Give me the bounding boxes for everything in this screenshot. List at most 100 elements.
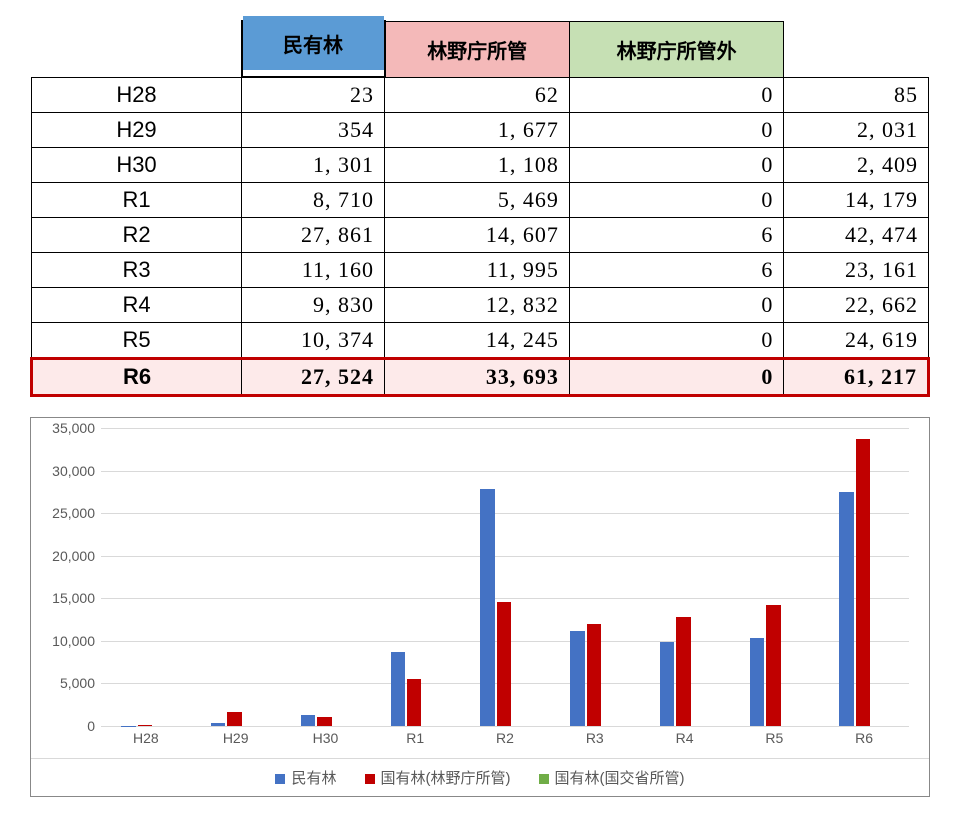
bar (138, 725, 152, 726)
bar (839, 492, 853, 726)
x-tick-label: H30 (313, 730, 339, 746)
bar (480, 489, 494, 726)
cell-c1: 23 (242, 77, 385, 113)
y-tick-label: 30,000 (52, 463, 101, 479)
cell-c1: 27, 524 (242, 359, 385, 396)
legend-item: 国有林(国交省所管) (539, 767, 685, 788)
x-tick-label: R6 (855, 730, 873, 746)
legend-item: 民有林 (275, 767, 336, 788)
cell-c4: 14, 179 (784, 183, 929, 218)
y-tick-label: 20,000 (52, 548, 101, 564)
bar (856, 439, 870, 726)
cell-c4: 22, 662 (784, 288, 929, 323)
gridline (101, 471, 909, 472)
cell-c4: 2, 409 (784, 148, 929, 183)
table-row: R227, 86114, 607642, 474 (32, 218, 929, 253)
x-tick-label: R3 (586, 730, 604, 746)
bar (407, 679, 421, 726)
cell-c1: 8, 710 (242, 183, 385, 218)
gridline (101, 428, 909, 429)
legend-label: 国有林(国交省所管) (555, 770, 685, 787)
cell-c4: 61, 217 (784, 359, 929, 396)
bar (211, 723, 225, 726)
bar (750, 638, 764, 726)
header-col1: 民有林 (242, 15, 385, 71)
cell-c2: 14, 245 (385, 323, 570, 359)
y-tick-label: 35,000 (52, 420, 101, 436)
table-row: H282362085 (32, 77, 929, 113)
cell-c2: 11, 995 (385, 253, 570, 288)
cell-c3: 0 (569, 113, 784, 148)
cell-c4: 24, 619 (784, 323, 929, 359)
bar (317, 717, 331, 726)
cell-c1: 11, 160 (242, 253, 385, 288)
cell-c2: 1, 677 (385, 113, 570, 148)
header-blank (32, 21, 242, 77)
bar (301, 715, 315, 726)
legend-item: 国有林(林野庁所管) (365, 767, 511, 788)
gridline (101, 556, 909, 557)
table-row: H301, 3011, 10802, 409 (32, 148, 929, 183)
bar (587, 624, 601, 726)
bar (227, 712, 241, 726)
x-tick-label: R2 (496, 730, 514, 746)
legend-label: 民有林 (291, 770, 336, 787)
table-row: R311, 16011, 995623, 161 (32, 253, 929, 288)
y-tick-label: 25,000 (52, 505, 101, 521)
row-label: H30 (32, 148, 242, 183)
y-tick-label: 10,000 (52, 633, 101, 649)
bar (660, 642, 674, 726)
bar (570, 631, 584, 726)
y-tick-label: 0 (87, 718, 101, 734)
legend-label: 国有林(林野庁所管) (381, 770, 511, 787)
row-label: R5 (32, 323, 242, 359)
cell-c2: 14, 607 (385, 218, 570, 253)
table-header-row: 民有林 林野庁所管 林野庁所管外 (32, 21, 929, 77)
cell-c3: 0 (569, 183, 784, 218)
y-tick-label: 15,000 (52, 590, 101, 606)
bar-chart: 05,00010,00015,00020,00025,00030,00035,0… (30, 417, 930, 797)
bar (766, 605, 780, 726)
table-row: H293541, 67702, 031 (32, 113, 929, 148)
row-label: R6 (32, 359, 242, 396)
bar (497, 602, 511, 726)
row-label: R1 (32, 183, 242, 218)
table-row: R627, 52433, 693061, 217 (32, 359, 929, 396)
x-tick-label: R1 (406, 730, 424, 746)
table-row: R510, 37414, 245024, 619 (32, 323, 929, 359)
cell-c3: 0 (569, 77, 784, 113)
cell-c1: 9, 830 (242, 288, 385, 323)
data-table-container: 民有林 林野庁所管 林野庁所管外 H282362085H293541, 6770… (20, 20, 940, 397)
cell-c3: 0 (569, 323, 784, 359)
cell-c1: 354 (242, 113, 385, 148)
cell-c3: 0 (569, 359, 784, 396)
cell-c4: 42, 474 (784, 218, 929, 253)
gridline (101, 726, 909, 727)
row-label: H29 (32, 113, 242, 148)
gridline (101, 598, 909, 599)
cell-c2: 5, 469 (385, 183, 570, 218)
cell-c1: 1, 301 (242, 148, 385, 183)
cell-c3: 0 (569, 288, 784, 323)
cell-c2: 62 (385, 77, 570, 113)
cell-c2: 12, 832 (385, 288, 570, 323)
x-axis-labels: H28H29H30R1R2R3R4R5R6 (101, 730, 909, 750)
legend-swatch (365, 774, 375, 784)
cell-c4: 23, 161 (784, 253, 929, 288)
row-label: R4 (32, 288, 242, 323)
legend-swatch (275, 774, 285, 784)
data-table: 民有林 林野庁所管 林野庁所管外 H282362085H293541, 6770… (30, 20, 930, 397)
cell-c1: 27, 861 (242, 218, 385, 253)
table-row: R18, 7105, 469014, 179 (32, 183, 929, 218)
x-tick-label: H28 (133, 730, 159, 746)
table-body: H282362085H293541, 67702, 031H301, 3011,… (32, 77, 929, 396)
legend-swatch (539, 774, 549, 784)
row-label: H28 (32, 77, 242, 113)
table-row: R49, 83012, 832022, 662 (32, 288, 929, 323)
cell-c4: 2, 031 (784, 113, 929, 148)
row-label: R3 (32, 253, 242, 288)
header-col3: 林野庁所管外 (569, 21, 784, 77)
cell-c1: 10, 374 (242, 323, 385, 359)
cell-c2: 1, 108 (385, 148, 570, 183)
cell-c2: 33, 693 (385, 359, 570, 396)
